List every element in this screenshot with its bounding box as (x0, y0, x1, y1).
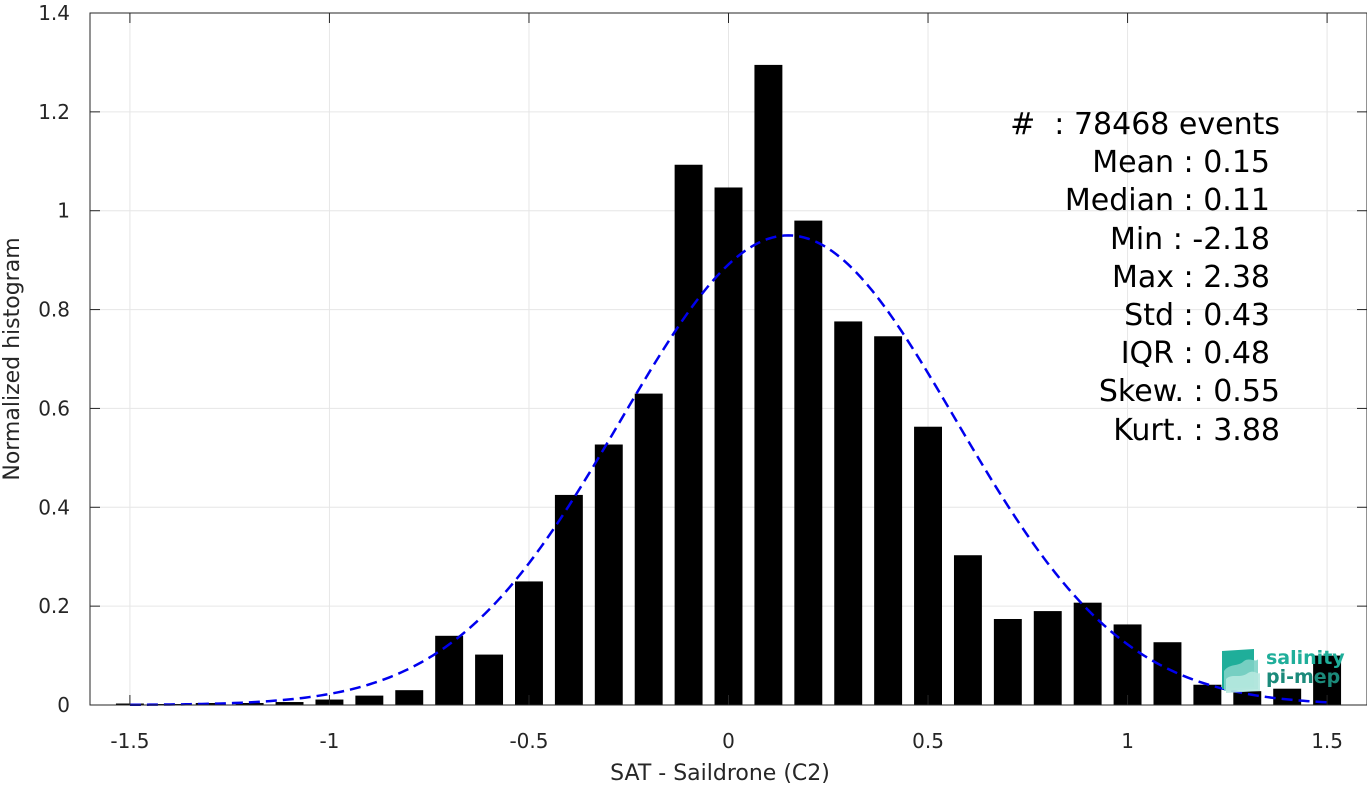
stat-row: Median : 0.11 (940, 182, 1270, 220)
histogram-bar (475, 654, 504, 705)
x-tick-label: 1.5 (1311, 729, 1343, 753)
stat-value: 0.43 (1203, 298, 1270, 334)
histogram-bar (953, 555, 982, 705)
histogram-bar (1153, 642, 1182, 705)
y-tick-label: 1.2 (38, 100, 70, 124)
stat-row: IQR : 0.48 (940, 335, 1270, 373)
y-tick-label: 0.8 (38, 298, 70, 322)
stat-value: 2.38 (1203, 259, 1270, 295)
y-tick-labels: 0 0.2 0.4 0.6 0.8 1 1.2 1.4 (38, 1, 70, 717)
histogram-bar (1073, 602, 1102, 705)
histogram-bar (794, 220, 823, 705)
y-tick-label: 0.2 (38, 594, 70, 618)
x-axis-title: SAT - Saildrone (C2) (610, 761, 830, 785)
gaussian-fit-curve (129, 234, 1328, 707)
histogram-bar (1033, 611, 1062, 705)
stat-value: -2.18 (1192, 221, 1270, 257)
histogram-bar (395, 690, 424, 705)
y-tick-label: 0 (57, 693, 70, 717)
histogram-bar (1273, 688, 1302, 705)
y-axis-title: Normalized histogram (0, 237, 25, 480)
logo-line-1: salinity (1266, 647, 1345, 669)
stat-value: 3.88 (1213, 412, 1280, 448)
y-tick-label: 1.4 (38, 1, 70, 25)
salinity-pi-mep-logo: salinity pi-mep (1218, 645, 1348, 695)
stat-value: 0.55 (1213, 374, 1280, 410)
y-tick-label: 0.6 (38, 396, 70, 420)
statistics-box: # : 78468 events Mean : 0.15 Median : 0.11… (940, 106, 1280, 450)
stat-value: 0.48 (1203, 336, 1270, 372)
x-tick-label: -1 (319, 729, 339, 753)
histogram-bar (834, 321, 863, 705)
histogram-bar (554, 494, 583, 705)
x-tick-label: -1.5 (110, 729, 149, 753)
x-tick-label: 1 (1121, 729, 1134, 753)
stat-label: Mean : (1092, 145, 1204, 181)
y-tick-label: 0.4 (38, 495, 70, 519)
stat-label: # : (1010, 107, 1074, 142)
stat-row: Std : 0.43 (940, 297, 1270, 335)
histogram-bar (235, 703, 264, 705)
histogram-bar (515, 581, 543, 705)
y-tick-label: 1 (57, 199, 70, 223)
histogram-bar (355, 695, 384, 705)
stat-label: IQR : (1120, 336, 1204, 372)
stat-value: 0.11 (1203, 183, 1270, 219)
x-tick-labels: -1.5 -1 -0.5 0 0.5 1 1.5 (110, 729, 1343, 753)
stat-row: Kurt. : 3.88 (940, 412, 1280, 450)
histogram-bar (874, 336, 903, 705)
x-tick-label: 0.5 (912, 729, 944, 753)
logo-line-2: pi-mep (1266, 666, 1341, 688)
bars (115, 64, 1342, 706)
stat-label: Skew. : (1098, 374, 1214, 410)
wave-logo-icon (1222, 649, 1260, 693)
stat-label: Std : (1124, 298, 1204, 334)
logo-text: salinity pi-mep (1266, 649, 1345, 687)
histogram-bar (594, 444, 623, 705)
histogram-bar (195, 703, 224, 705)
stat-row: Skew. : 0.55 (940, 373, 1280, 411)
histogram-bar (634, 393, 663, 705)
histogram-bar (914, 426, 942, 705)
stat-value: 78468 events (1073, 107, 1280, 142)
stat-label: Min : (1109, 221, 1193, 257)
stat-label: Median : (1064, 183, 1204, 219)
stat-value: 0.15 (1203, 145, 1270, 181)
x-tick-label: 0 (722, 729, 735, 753)
stat-label: Kurt. : (1113, 412, 1214, 448)
stat-row: Max : 2.38 (940, 259, 1270, 297)
stat-row: # : 78468 events (940, 106, 1280, 144)
histogram-bar (1193, 684, 1222, 705)
stat-label: Max : (1112, 259, 1204, 295)
stat-row: Min : -2.18 (940, 221, 1270, 259)
x-tick-label: -0.5 (509, 729, 548, 753)
histogram-bar (674, 164, 703, 705)
ticks (90, 12, 1367, 706)
histogram-bar (754, 64, 783, 705)
histogram-bar (275, 702, 304, 705)
histogram-bar (993, 618, 1022, 705)
histogram-bar (435, 635, 464, 705)
stat-row: Mean : 0.15 (940, 144, 1270, 182)
